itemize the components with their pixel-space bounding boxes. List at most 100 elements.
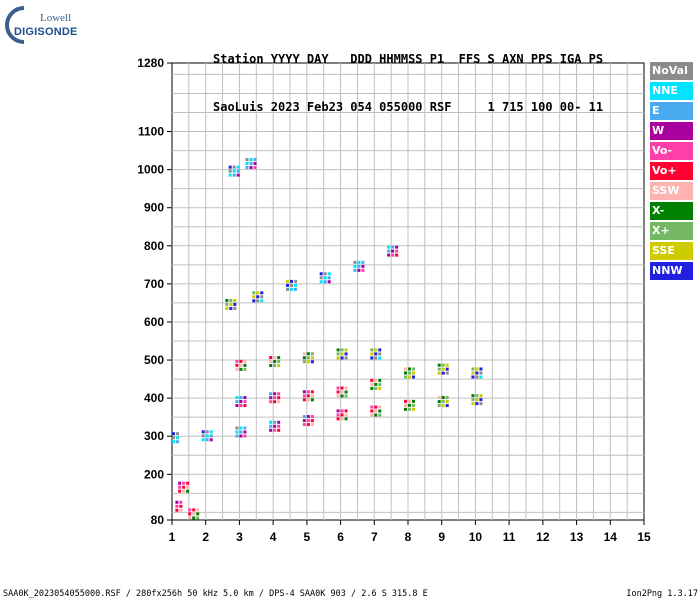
data-point — [182, 489, 186, 493]
data-point — [306, 394, 310, 398]
data-point — [205, 434, 209, 438]
data-point — [188, 516, 192, 520]
data-point — [437, 396, 441, 400]
data-point — [412, 367, 415, 371]
legend-item-e: E — [650, 102, 693, 120]
data-point — [179, 504, 183, 508]
data-point — [302, 352, 306, 356]
data-point — [235, 367, 239, 371]
data-point — [445, 371, 449, 375]
data-point — [252, 299, 256, 303]
data-point — [235, 426, 239, 430]
data-point — [370, 352, 374, 356]
data-point — [196, 516, 200, 520]
data-point — [306, 415, 310, 419]
data-point — [228, 165, 232, 169]
x-tick-label: 2 — [202, 530, 209, 544]
data-point — [336, 413, 340, 417]
data-point — [310, 398, 314, 402]
data-point — [306, 398, 310, 402]
data-point — [302, 360, 306, 364]
data-point — [336, 352, 340, 356]
data-point — [370, 405, 374, 409]
x-tick-label: 4 — [270, 530, 277, 544]
data-point — [479, 371, 483, 375]
data-point — [233, 302, 237, 306]
data-point — [188, 512, 192, 516]
data-point — [353, 264, 357, 268]
y-tick-label: 200 — [144, 467, 164, 481]
data-point — [353, 260, 357, 264]
data-point — [395, 253, 399, 257]
data-point — [441, 400, 445, 404]
data-point — [277, 424, 281, 428]
data-point — [186, 481, 190, 485]
y-tick-label: 700 — [144, 277, 164, 291]
data-point — [273, 420, 277, 424]
data-point — [479, 394, 483, 398]
data-point — [243, 404, 247, 408]
data-point — [188, 508, 192, 512]
data-point — [374, 382, 378, 386]
data-point — [260, 291, 264, 295]
data-point — [378, 409, 382, 413]
data-point — [294, 283, 297, 287]
data-point — [336, 386, 340, 390]
data-point — [172, 436, 175, 440]
data-point — [286, 279, 289, 283]
data-point — [327, 272, 331, 276]
data-point — [273, 424, 277, 428]
data-point — [306, 360, 310, 364]
data-point — [361, 268, 365, 272]
data-point — [391, 245, 395, 249]
data-point — [408, 367, 411, 371]
data-point — [327, 280, 331, 284]
data-point — [340, 356, 344, 360]
data-point — [225, 298, 229, 302]
data-point — [302, 415, 306, 419]
data-point — [209, 438, 213, 442]
data-point — [475, 394, 479, 398]
x-tick-label: 7 — [371, 530, 378, 544]
data-point — [269, 356, 273, 360]
y-axis-ticks: 80 200 300 400 500 600 700 800 900 1000 1100 1280 — [137, 56, 172, 527]
data-point — [306, 352, 310, 356]
data-point — [340, 352, 344, 356]
data-point — [269, 396, 273, 400]
data-point — [374, 378, 378, 382]
data-point — [319, 272, 323, 276]
y-tick-label: 1280 — [137, 56, 164, 70]
data-point — [408, 371, 411, 375]
data-point — [445, 367, 449, 371]
data-point — [437, 367, 441, 371]
data-point — [374, 352, 378, 356]
data-point — [256, 299, 260, 303]
data-point — [235, 363, 239, 367]
data-point — [378, 405, 382, 409]
legend-item-nne: NNE — [650, 82, 693, 100]
data-point — [252, 295, 256, 299]
data-point — [475, 398, 479, 402]
y-tick-label: 300 — [144, 429, 164, 443]
data-point — [378, 413, 382, 417]
data-point — [319, 276, 323, 280]
data-point — [475, 371, 479, 375]
data-point — [232, 169, 236, 173]
data-point — [290, 279, 293, 283]
data-point — [370, 356, 374, 360]
y-tick-label: 1100 — [138, 125, 164, 139]
legend: NoVal NNE E W Vo- Vo+ SSW X- X+ SSE NNW — [650, 62, 693, 282]
data-point — [286, 283, 289, 287]
data-point — [229, 306, 233, 310]
data-points — [172, 158, 483, 520]
data-point — [370, 413, 374, 417]
data-point — [245, 162, 249, 166]
data-point — [479, 398, 483, 402]
data-point — [391, 249, 395, 253]
data-point — [404, 367, 407, 371]
data-point — [228, 169, 232, 173]
y-tick-label: 500 — [144, 353, 164, 367]
x-tick-label: 3 — [236, 530, 243, 544]
data-point — [232, 165, 236, 169]
data-point — [306, 419, 310, 423]
